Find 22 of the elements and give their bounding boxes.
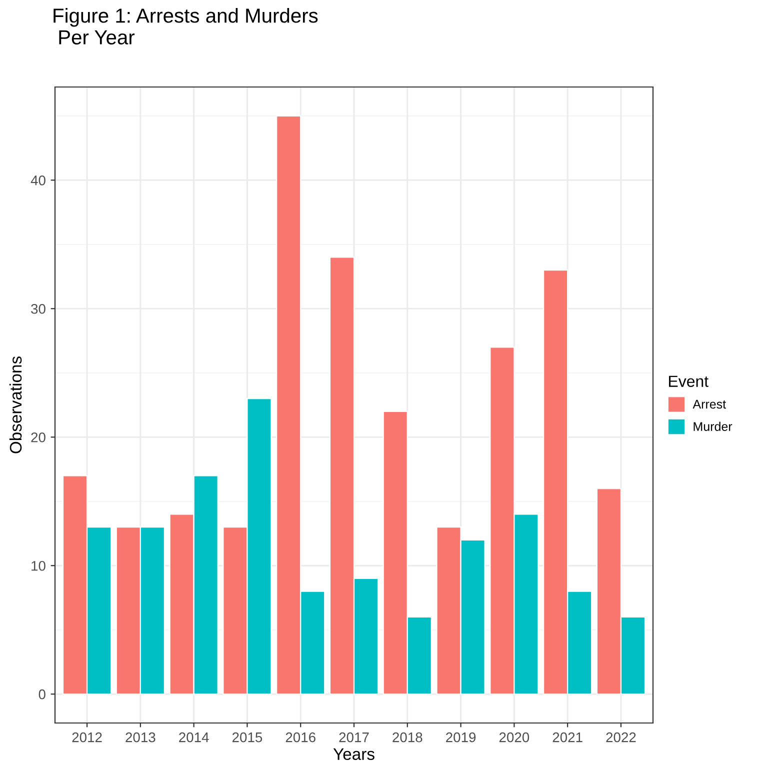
x-tick-label: 2022 <box>606 732 636 742</box>
x-tick-label: 2019 <box>446 732 476 742</box>
y-tick-label: 10 <box>32 560 46 571</box>
x-tick-label: 2015 <box>232 732 262 742</box>
y-tick-label: 40 <box>30 175 46 186</box>
legend-label: Arrest <box>692 400 726 409</box>
y-tick-label: 0 <box>38 689 46 700</box>
x-tick-label: 2021 <box>552 732 582 742</box>
x-tick-label: 2013 <box>126 732 156 742</box>
x-tick-label: 2020 <box>499 732 530 742</box>
y-tick-label: 20 <box>31 432 46 442</box>
x-tick-label: 2012 <box>72 732 102 742</box>
y-tick-label: 30 <box>31 304 46 314</box>
x-axis-title: Years <box>333 748 374 760</box>
x-tick-label: 2016 <box>286 732 316 742</box>
x-tick-label: 2017 <box>339 732 369 742</box>
chart-title: Figure 1: Arrests and Murders Per Year <box>54 8 318 44</box>
x-tick-label: 2018 <box>392 732 422 742</box>
y-axis-title: Observations <box>9 356 22 454</box>
x-tick-label: 2014 <box>179 732 209 742</box>
legend-label: Murder <box>694 422 732 431</box>
legend-title: Event <box>669 376 708 387</box>
